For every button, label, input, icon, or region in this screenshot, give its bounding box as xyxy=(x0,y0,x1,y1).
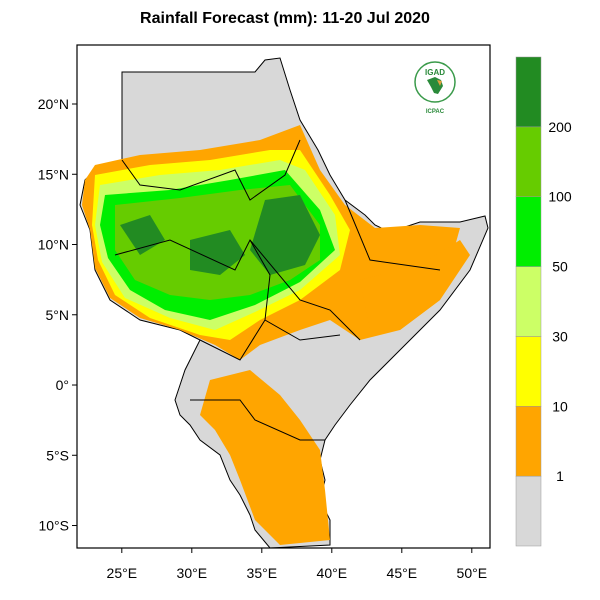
map-title: Rainfall Forecast (mm): 11-20 Jul 2020 xyxy=(140,10,430,27)
lat-tick-label: 20°N xyxy=(38,96,69,112)
logo-caption: ICPAC xyxy=(425,109,445,115)
colorbar-segment xyxy=(515,196,542,267)
zone-darkgreen-ethiopia xyxy=(250,195,320,275)
colorbar-label: 1 xyxy=(556,468,564,484)
lon-tick-label: 40°E xyxy=(317,565,348,581)
colorbar-segment xyxy=(515,475,542,547)
lat-tick-label: 5°N xyxy=(46,307,70,323)
colorbar-label: 10 xyxy=(552,398,568,414)
zone-darkgreen-sudan xyxy=(190,230,245,275)
country-border-0 xyxy=(121,139,301,201)
country-border-5 xyxy=(344,199,441,271)
lat-tick-label: 5°S xyxy=(46,447,69,463)
colorbar-segment xyxy=(515,336,542,407)
svg-text:IGAD: IGAD xyxy=(425,68,445,77)
lat-tick-label: 10°S xyxy=(38,518,69,534)
lat-tick-label: 10°N xyxy=(38,237,69,253)
lon-tick-label: 25°E xyxy=(107,565,138,581)
map-frame xyxy=(76,44,491,549)
colorbar-label: 200 xyxy=(548,119,572,135)
colorbar-segment xyxy=(515,126,542,197)
country-border-3 xyxy=(190,399,325,441)
lon-tick-label: 45°E xyxy=(387,565,418,581)
colorbar-label: 50 xyxy=(552,259,568,275)
colorbar-label: 100 xyxy=(548,189,572,205)
country-border-4 xyxy=(199,319,266,361)
lat-tick-label: 15°N xyxy=(38,166,69,182)
lat-tick-label: 0° xyxy=(56,377,69,393)
colorbar-segment xyxy=(515,56,542,128)
colorbar-segment xyxy=(515,406,542,477)
icpac-logo: IGAD ICPAC xyxy=(410,60,460,115)
lon-tick-label: 50°E xyxy=(457,565,488,581)
zone-orange-somalia xyxy=(360,240,470,330)
zone-orange-south xyxy=(200,370,330,545)
colorbar-label: 30 xyxy=(552,328,568,344)
lon-tick-label: 30°E xyxy=(177,565,208,581)
lon-tick-label: 35°E xyxy=(247,565,278,581)
zone-darkgreen-west xyxy=(120,215,165,255)
colorbar-segment xyxy=(515,266,542,337)
